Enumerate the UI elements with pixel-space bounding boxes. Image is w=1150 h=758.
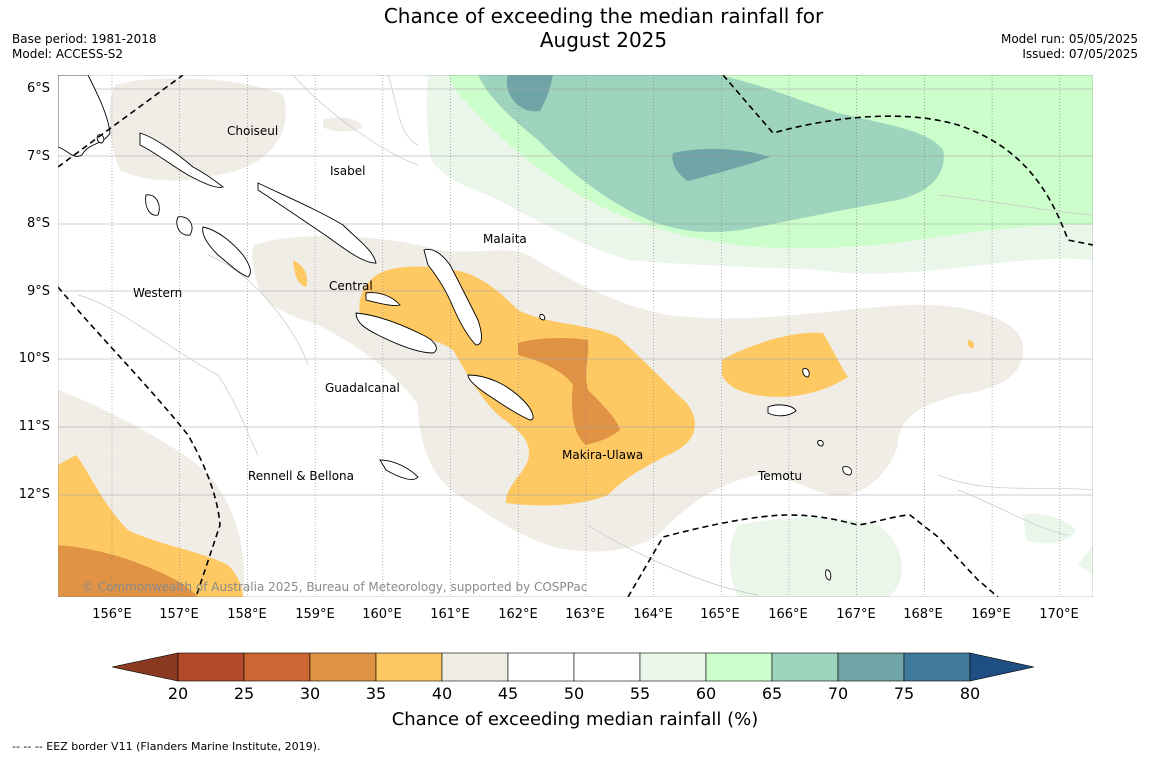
lon-label: 170°E (1039, 607, 1079, 622)
lon-label: 169°E (971, 607, 1011, 622)
lon-label: 167°E (836, 607, 876, 622)
colorbar-tick: 65 (761, 684, 783, 703)
colorbar-tick: 45 (497, 684, 519, 703)
lon-label: 157°E (159, 607, 199, 622)
lon-label: 168°E (903, 607, 943, 622)
region-label-central: Central (329, 279, 373, 293)
colorbar-tick: 75 (893, 684, 915, 703)
lat-label: 7°S (26, 149, 50, 164)
colorbar-tick: 40 (431, 684, 453, 703)
lon-label: 165°E (700, 607, 740, 622)
meta-left: Base period: 1981-2018 Model: ACCESS-S2 (12, 32, 157, 62)
contour-lines (77, 75, 1093, 596)
makira-island (467, 374, 534, 421)
lat-label: 6°S (26, 81, 50, 96)
lon-label: 162°E (498, 607, 538, 622)
lon-label: 160°E (362, 607, 402, 622)
lat-label: 11°S (18, 419, 50, 434)
colorbar-cell (507, 652, 575, 682)
colorbar-cell (573, 652, 641, 682)
colorbar (112, 652, 1035, 682)
model-run: Model run: 05/05/2025 (1000, 32, 1138, 46)
region-label-guadalcanal: Guadalcanal (325, 381, 400, 395)
colorbar-tick: 55 (629, 684, 651, 703)
colorbar-tick: 20 (167, 684, 189, 703)
colorbar-tick: 70 (827, 684, 849, 703)
lat-label: 9°S (26, 284, 50, 299)
colorbar-cell (441, 652, 509, 682)
guadalcanal-island (355, 312, 437, 354)
choiseul-island (139, 132, 224, 188)
isabel-island (257, 182, 377, 264)
colorbar-cell (375, 652, 443, 682)
copyright-notice: © Commonwealth of Australia 2025, Bureau… (82, 580, 588, 594)
colorbar-tick: 25 (233, 684, 255, 703)
colorbar-tick: 60 (695, 684, 717, 703)
meta-right: Model run: 05/05/2025 Issued: 07/05/2025 (1001, 32, 1138, 62)
colorbar-tick: 50 (563, 684, 585, 703)
lon-label: 156°E (92, 607, 132, 622)
region-label-isabel: Isabel (330, 164, 366, 178)
lat-label: 8°S (26, 216, 50, 231)
model-name: Model: ACCESS-S2 (12, 47, 124, 61)
colorbar-cell (243, 652, 311, 682)
coastlines (58, 75, 853, 581)
lon-label: 163°E (565, 607, 605, 622)
lat-label: 12°S (18, 487, 50, 502)
base-period: Base period: 1981-2018 (12, 32, 157, 46)
malaita-island (423, 248, 482, 346)
colorbar-cell (177, 652, 245, 682)
lon-label: 166°E (768, 607, 808, 622)
colorbar-label: Chance of exceeding median rainfall (%) (391, 709, 759, 730)
colorbar-cell (309, 652, 377, 682)
lon-label: 159°E (295, 607, 335, 622)
rennell-island (379, 459, 419, 480)
map-title: Chance of exceeding the median rainfall … (383, 4, 824, 52)
colorbar-cell (837, 652, 905, 682)
bougainville-island (58, 75, 111, 157)
region-label-malaita: Malaita (483, 232, 527, 246)
lon-label: 161°E (430, 607, 470, 622)
lon-label: 158°E (227, 607, 267, 622)
eez-border (58, 75, 1093, 597)
colorbar-tick: 80 (959, 684, 981, 703)
region-label-choiseul: Choiseul (227, 124, 279, 138)
region-label-makira-ulawa: Makira-Ulawa (562, 448, 644, 462)
region-label-western: Western (133, 286, 183, 300)
colorbar-cell (903, 652, 971, 682)
colorbar-extend-low (112, 652, 179, 682)
colorbar-tick: 30 (299, 684, 321, 703)
region-label-temotu: Temotu (758, 469, 803, 483)
region-label-rennell-bellona: Rennell & Bellona (248, 469, 355, 483)
lon-label: 164°E (633, 607, 673, 622)
eez-legend-note: -- -- -- EEZ border V11 (Flanders Marine… (12, 740, 321, 753)
rainfall-map (58, 75, 1093, 597)
colorbar-extend-high (969, 652, 1035, 682)
colorbar-tick: 35 (365, 684, 387, 703)
colorbar-cell (771, 652, 839, 682)
colorbar-cell (705, 652, 773, 682)
colorbar-cell (639, 652, 707, 682)
region-30-35 (58, 338, 620, 597)
lat-label: 10°S (18, 351, 50, 366)
issued-date: Issued: 07/05/2025 (1022, 47, 1138, 61)
